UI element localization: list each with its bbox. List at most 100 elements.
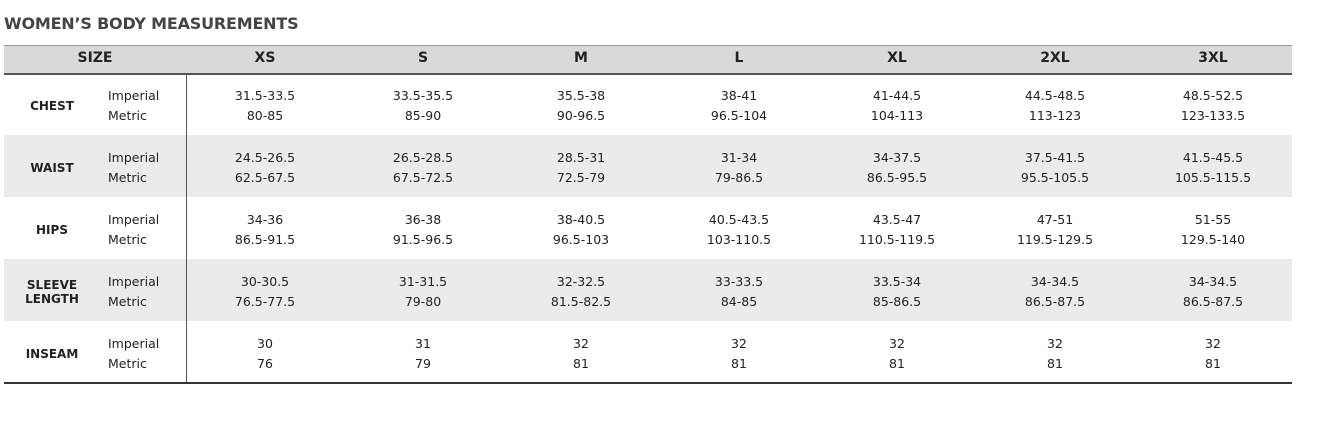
cell: 32	[1205, 336, 1221, 351]
cell: 113-123	[1028, 108, 1082, 123]
cell: 96.5-103	[552, 232, 610, 247]
cell: 79-86.5	[714, 170, 764, 185]
cell: 24.5-26.5	[234, 150, 296, 165]
cell: 96.5-104	[710, 108, 768, 123]
cell: 119.5-129.5	[1016, 232, 1094, 247]
cell: 72.5-79	[556, 170, 606, 185]
row-label: CHEST	[30, 99, 74, 113]
cell: 95.5-105.5	[1020, 170, 1090, 185]
cell: 33.5-34	[872, 274, 922, 289]
cell: 48.5-52.5	[1182, 88, 1244, 103]
cell: 31	[415, 336, 431, 351]
unit-label: Metric	[108, 170, 147, 185]
cell: 81	[1047, 356, 1063, 371]
header-cell: SIZE	[77, 50, 113, 66]
row-label: HIPS	[36, 223, 68, 237]
cell: 86.5-95.5	[866, 170, 928, 185]
cell: 38-40.5	[556, 212, 606, 227]
cell: 33-33.5	[714, 274, 764, 289]
cell: 79-80	[404, 294, 442, 309]
cell: 81	[573, 356, 589, 371]
cell: 34-37.5	[872, 150, 922, 165]
cell: 85-86.5	[872, 294, 922, 309]
cell: 86.5-87.5	[1024, 294, 1086, 309]
cell: 32	[731, 336, 747, 351]
cell: 79	[415, 356, 431, 371]
cell: 105.5-115.5	[1174, 170, 1252, 185]
table-row	[4, 135, 1292, 197]
row-label: WAIST	[30, 161, 74, 175]
unit-label: Imperial	[108, 336, 160, 351]
cell: 81.5-82.5	[550, 294, 612, 309]
row-label: SLEEVE LENGTH	[25, 278, 79, 306]
header-cell: XS	[254, 50, 276, 66]
header-cell: S	[417, 50, 429, 66]
cell: 47-51	[1036, 212, 1074, 227]
cell: 51-55	[1194, 212, 1232, 227]
bottom-border	[4, 382, 1292, 384]
cell: 81	[731, 356, 747, 371]
unit-label: Imperial	[108, 212, 160, 227]
cell: 31-34	[720, 150, 758, 165]
cell: 32	[889, 336, 905, 351]
cell: 34-34.5	[1188, 274, 1238, 289]
cell: 90-96.5	[556, 108, 606, 123]
cell: 38-41	[720, 88, 758, 103]
cell: 44.5-48.5	[1024, 88, 1086, 103]
cell: 104-113	[870, 108, 924, 123]
cell: 34-36	[246, 212, 284, 227]
table-row	[4, 197, 1292, 259]
cell: 123-133.5	[1180, 108, 1246, 123]
cell: 30	[257, 336, 273, 351]
cell: 85-90	[404, 108, 442, 123]
header-cell: 2XL	[1040, 50, 1070, 66]
cell: 34-34.5	[1030, 274, 1080, 289]
cell: 129.5-140	[1180, 232, 1246, 247]
unit-label: Metric	[108, 356, 147, 371]
cell: 37.5-41.5	[1024, 150, 1086, 165]
cell: 86.5-91.5	[234, 232, 296, 247]
cell: 35.5-38	[556, 88, 606, 103]
header-cell: 3XL	[1198, 50, 1228, 66]
cell: 110.5-119.5	[858, 232, 936, 247]
table-row	[4, 259, 1292, 321]
cell: 31-31.5	[398, 274, 448, 289]
unit-label: Metric	[108, 232, 147, 247]
table-row	[4, 321, 1292, 383]
cell: 43.5-47	[872, 212, 922, 227]
cell: 26.5-28.5	[392, 150, 454, 165]
row-label: INSEAM	[25, 347, 79, 361]
cell: 40.5-43.5	[708, 212, 770, 227]
cell: 86.5-87.5	[1182, 294, 1244, 309]
cell: 32-32.5	[556, 274, 606, 289]
unit-label: Imperial	[108, 88, 160, 103]
cell: 32	[1047, 336, 1063, 351]
cell: 67.5-72.5	[392, 170, 454, 185]
divider	[186, 74, 187, 383]
cell: 76	[257, 356, 273, 371]
unit-label: Imperial	[108, 150, 160, 165]
cell: 81	[1205, 356, 1221, 371]
cell: 41-44.5	[872, 88, 922, 103]
cell: 33.5-35.5	[392, 88, 454, 103]
table-row	[4, 73, 1292, 135]
unit-label: Imperial	[108, 274, 160, 289]
header-cell: XL	[887, 50, 907, 66]
header-row	[4, 45, 1292, 75]
unit-label: Metric	[108, 108, 147, 123]
cell: 84-85	[720, 294, 758, 309]
cell: 81	[889, 356, 905, 371]
cell: 41.5-45.5	[1182, 150, 1244, 165]
cell: 62.5-67.5	[234, 170, 296, 185]
cell: 28.5-31	[556, 150, 606, 165]
unit-label: Metric	[108, 294, 147, 309]
cell: 103-110.5	[706, 232, 772, 247]
cell: 91.5-96.5	[392, 232, 454, 247]
cell: 32	[573, 336, 589, 351]
cell: 36-38	[404, 212, 442, 227]
cell: 31.5-33.5	[234, 88, 296, 103]
cell: 76.5-77.5	[234, 294, 296, 309]
title: WOMEN’S BODY MEASUREMENTS	[4, 14, 299, 33]
cell: 30-30.5	[240, 274, 290, 289]
